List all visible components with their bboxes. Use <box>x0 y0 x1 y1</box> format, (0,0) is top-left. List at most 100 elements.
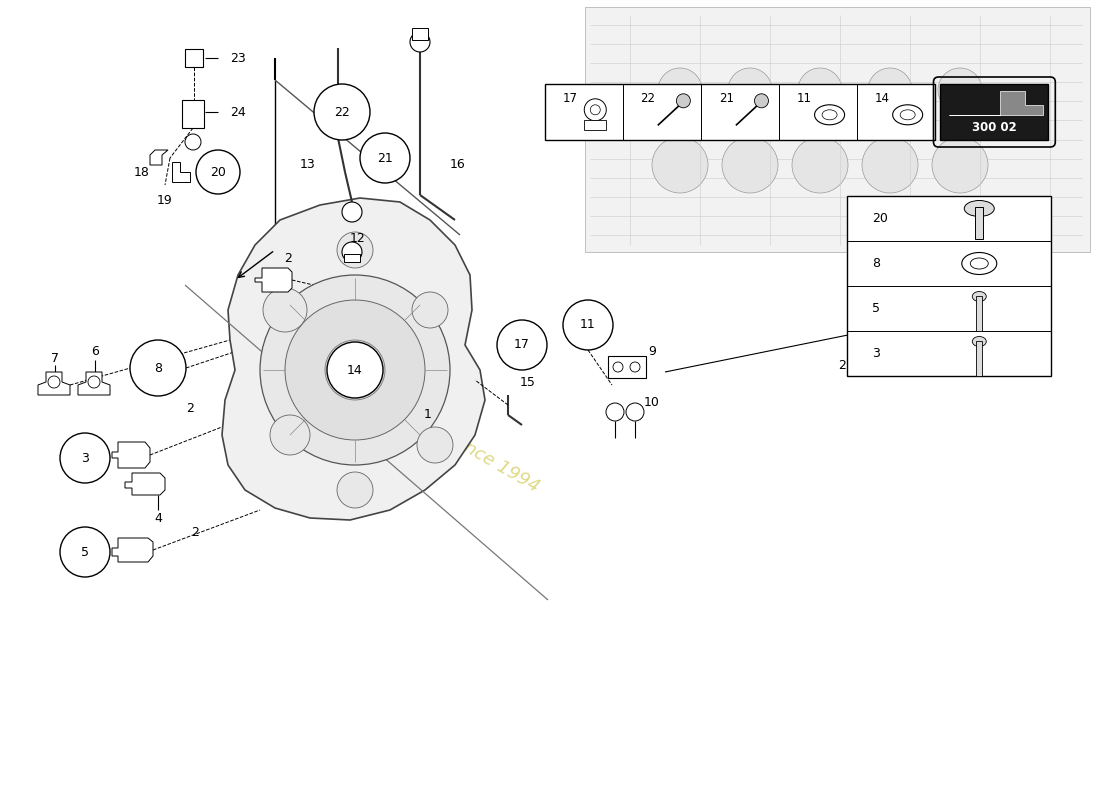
Text: 3: 3 <box>872 347 880 360</box>
FancyBboxPatch shape <box>977 341 982 375</box>
Text: 20: 20 <box>872 212 888 225</box>
Circle shape <box>260 275 450 465</box>
FancyBboxPatch shape <box>977 295 982 330</box>
FancyBboxPatch shape <box>412 28 428 40</box>
FancyBboxPatch shape <box>185 49 204 67</box>
Circle shape <box>130 340 186 396</box>
Text: 3: 3 <box>924 331 932 345</box>
Text: 10: 10 <box>645 395 660 409</box>
Ellipse shape <box>972 337 987 346</box>
Circle shape <box>196 150 240 194</box>
Circle shape <box>792 137 848 193</box>
Polygon shape <box>948 90 1043 115</box>
Text: 5: 5 <box>81 546 89 558</box>
Circle shape <box>938 68 982 112</box>
Text: a passion for parts since 1994: a passion for parts since 1994 <box>298 344 542 496</box>
Ellipse shape <box>972 291 987 302</box>
Text: 17: 17 <box>562 91 578 105</box>
Polygon shape <box>112 442 150 468</box>
Circle shape <box>676 94 691 108</box>
Text: 2: 2 <box>191 526 199 538</box>
Circle shape <box>862 137 918 193</box>
Ellipse shape <box>965 201 994 217</box>
Circle shape <box>606 403 624 421</box>
Text: 11: 11 <box>580 318 596 331</box>
Ellipse shape <box>893 105 923 125</box>
Text: 23: 23 <box>230 51 246 65</box>
Circle shape <box>497 320 547 370</box>
Circle shape <box>868 68 912 112</box>
Text: 13: 13 <box>300 158 316 171</box>
Circle shape <box>630 362 640 372</box>
FancyBboxPatch shape <box>847 196 1050 376</box>
Polygon shape <box>222 198 485 520</box>
Text: 15: 15 <box>520 375 536 389</box>
Circle shape <box>360 133 410 183</box>
Circle shape <box>185 134 201 150</box>
Text: 20: 20 <box>210 166 225 178</box>
Circle shape <box>314 84 370 140</box>
Circle shape <box>932 137 988 193</box>
Circle shape <box>342 202 362 222</box>
Circle shape <box>412 292 448 328</box>
Circle shape <box>728 68 772 112</box>
Circle shape <box>862 318 882 338</box>
Text: 22: 22 <box>334 106 350 118</box>
FancyBboxPatch shape <box>182 100 204 128</box>
Text: 300 02: 300 02 <box>972 121 1016 134</box>
Text: 14: 14 <box>348 363 363 377</box>
Polygon shape <box>112 538 153 562</box>
Circle shape <box>626 403 644 421</box>
Polygon shape <box>39 372 70 395</box>
Ellipse shape <box>961 253 997 274</box>
Text: 9: 9 <box>648 346 656 358</box>
Ellipse shape <box>900 110 915 120</box>
Circle shape <box>722 137 778 193</box>
Text: 2: 2 <box>186 402 194 414</box>
Circle shape <box>658 68 702 112</box>
Text: 3: 3 <box>81 451 89 465</box>
Circle shape <box>285 300 425 440</box>
Circle shape <box>652 137 708 193</box>
Text: 22: 22 <box>640 91 656 105</box>
Circle shape <box>342 242 362 262</box>
Text: 4: 4 <box>154 511 162 525</box>
Circle shape <box>263 288 307 332</box>
Ellipse shape <box>584 99 606 121</box>
Circle shape <box>563 300 613 350</box>
FancyBboxPatch shape <box>544 84 935 140</box>
Text: 21: 21 <box>377 151 393 165</box>
Text: 8: 8 <box>154 362 162 374</box>
FancyBboxPatch shape <box>584 120 606 130</box>
Text: 17: 17 <box>514 338 530 351</box>
Circle shape <box>60 433 110 483</box>
Circle shape <box>417 427 453 463</box>
Polygon shape <box>125 473 165 495</box>
Text: 24: 24 <box>230 106 246 118</box>
Text: 18: 18 <box>134 166 150 178</box>
Text: 5: 5 <box>872 302 880 315</box>
Text: 16: 16 <box>450 158 466 171</box>
Polygon shape <box>150 150 168 165</box>
Text: 2: 2 <box>838 358 846 371</box>
Circle shape <box>337 472 373 508</box>
Circle shape <box>88 376 100 388</box>
FancyBboxPatch shape <box>848 348 873 360</box>
Circle shape <box>48 376 60 388</box>
Polygon shape <box>78 372 110 395</box>
Text: 14: 14 <box>874 91 890 105</box>
FancyBboxPatch shape <box>940 84 1048 140</box>
Circle shape <box>337 232 373 268</box>
Circle shape <box>798 68 842 112</box>
Text: 2: 2 <box>284 251 292 265</box>
Polygon shape <box>172 162 190 182</box>
Circle shape <box>60 527 110 577</box>
Text: 12: 12 <box>350 231 366 245</box>
FancyBboxPatch shape <box>848 300 913 352</box>
Text: 11: 11 <box>796 91 812 105</box>
Circle shape <box>324 340 385 400</box>
Circle shape <box>270 415 310 455</box>
Text: 6: 6 <box>91 346 99 358</box>
Text: 8: 8 <box>872 257 880 270</box>
Text: 1: 1 <box>425 409 432 422</box>
